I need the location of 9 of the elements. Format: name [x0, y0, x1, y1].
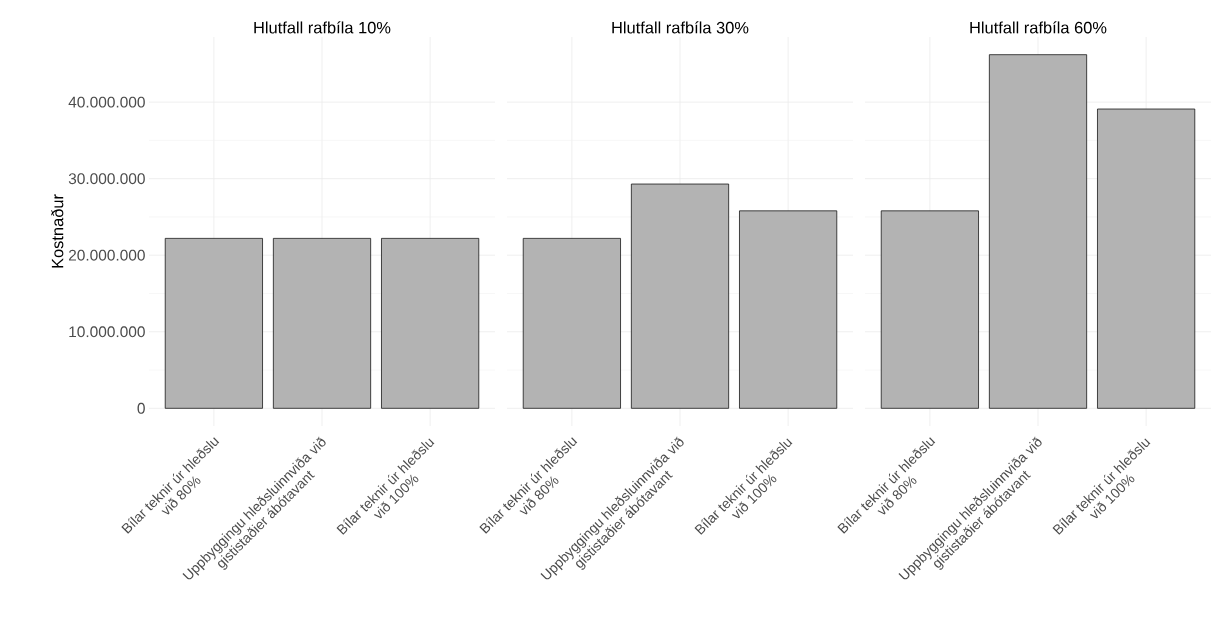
y-tick-label: 20.000.000 — [68, 249, 145, 261]
chart-title: Hlutfall rafbíla 30% — [612, 21, 749, 34]
chart-title: Hlutfall rafbíla 10% — [254, 21, 391, 34]
y-tick-label: 40.000.000 — [68, 96, 145, 108]
chart-title: Hlutfall rafbíla 60% — [970, 21, 1107, 34]
y-tick-label: 10.000.000 — [69, 326, 145, 338]
y-tick-label: 0 — [137, 402, 145, 414]
y-axis-title: Kostnaður — [51, 194, 64, 268]
y-tick-label: 30.000.000 — [68, 173, 145, 185]
